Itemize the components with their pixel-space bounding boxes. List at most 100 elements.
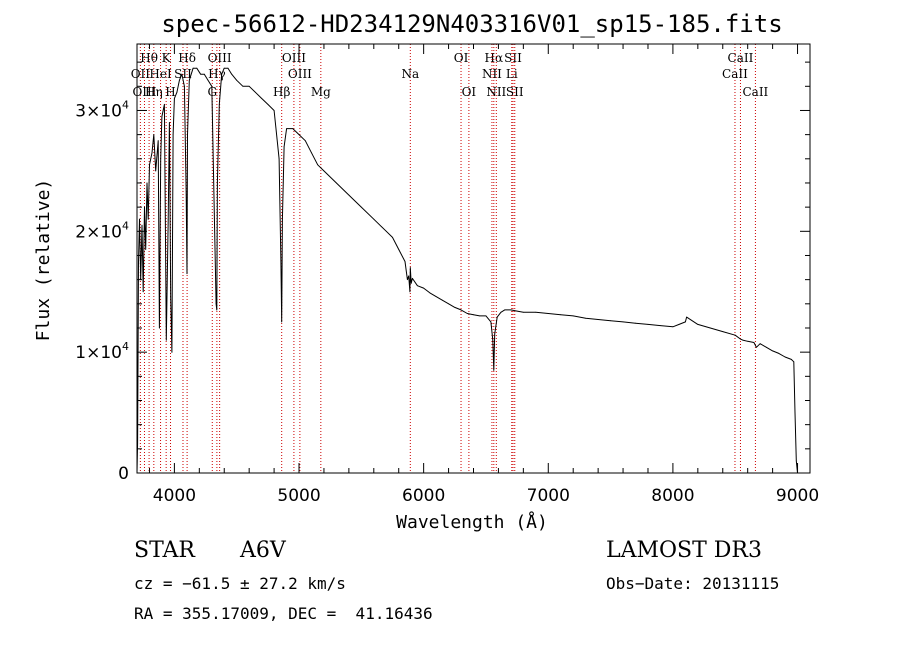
- data-point: [496, 316, 498, 318]
- data-point: [200, 73, 202, 75]
- data-point: [186, 273, 188, 274]
- data-point: [410, 282, 412, 284]
- data-point: [660, 325, 661, 326]
- spectrum-chart: spec-56612-HD234129N403316V01_sp15-185.f…: [33, 10, 819, 533]
- marker-label: Hη: [145, 85, 163, 99]
- data-point: [155, 170, 157, 172]
- data-point: [147, 218, 149, 220]
- data-point: [454, 307, 456, 308]
- redshift-cz: cz = −61.5 ± 27.2 km/s: [134, 574, 346, 593]
- data-point: [184, 85, 185, 87]
- data-point: [697, 324, 699, 325]
- data-point: [281, 321, 283, 323]
- data-point: [179, 79, 180, 81]
- marker-label: OIII: [282, 51, 306, 65]
- x-axis: 4000 5000 6000 7000 8000 9000: [148, 44, 819, 506]
- data-point: [409, 267, 411, 268]
- data-point: [572, 315, 574, 317]
- x-tick-label: 4000: [153, 486, 196, 506]
- data-point: [709, 327, 711, 329]
- data-point: [597, 319, 599, 320]
- data-point: [772, 350, 773, 352]
- marker-label: CaII: [728, 51, 754, 65]
- marker-label: Hα: [485, 51, 504, 65]
- x-tick-label: 6000: [402, 486, 445, 506]
- data-point: [734, 334, 736, 336]
- data-point: [317, 164, 319, 166]
- data-point: [778, 353, 780, 354]
- marker-label: SII: [504, 51, 522, 65]
- data-point: [622, 321, 624, 323]
- data-point: [610, 320, 611, 322]
- data-point: [466, 313, 468, 314]
- x-tick-label: 7000: [527, 486, 570, 506]
- data-point: [273, 110, 275, 111]
- data-point: [223, 67, 225, 69]
- data-point: [412, 278, 413, 279]
- data-point: [159, 327, 160, 329]
- data-point: [185, 194, 187, 196]
- observation-date: Obs−Date: 20131115: [606, 574, 780, 593]
- data-point: [153, 134, 155, 136]
- x-tick-label: 5000: [277, 486, 320, 506]
- data-point: [485, 315, 487, 317]
- data-point: [192, 67, 194, 69]
- data-point: [311, 152, 312, 154]
- y-axis-label: Flux (relative): [33, 179, 54, 342]
- data-point: [181, 73, 183, 75]
- data-point: [784, 356, 786, 358]
- data-point: [547, 313, 549, 314]
- data-point: [157, 140, 159, 142]
- data-point: [146, 182, 148, 184]
- data-point: [360, 206, 362, 208]
- y-tick-label: 0: [118, 464, 129, 484]
- data-point: [172, 134, 174, 136]
- object-type: STAR: [134, 538, 195, 563]
- data-point: [739, 338, 741, 340]
- data-point: [169, 122, 170, 123]
- marker-label: K: [162, 51, 172, 65]
- y-tick-label: 1×104: [75, 340, 129, 363]
- object-subclass: A6V: [240, 538, 286, 563]
- marker-label: NII: [486, 85, 506, 99]
- marker-label: Hδ: [178, 51, 196, 65]
- data-point: [336, 182, 337, 184]
- data-point: [298, 134, 300, 136]
- marker-label: OIII: [208, 51, 232, 65]
- marker-label: Hβ: [273, 85, 290, 99]
- data-point: [516, 310, 518, 312]
- marker-label: Hθ: [140, 51, 158, 65]
- y-tick-label: 3×104: [75, 98, 129, 121]
- data-point: [211, 85, 213, 87]
- survey-name: LAMOST DR3: [606, 538, 762, 563]
- data-point: [647, 324, 649, 325]
- marker-label: OI: [462, 85, 477, 99]
- data-point: [672, 326, 674, 328]
- data-point: [145, 249, 147, 250]
- data-point: [756, 346, 757, 348]
- data-point: [280, 261, 282, 262]
- y-tick-label: 2×104: [75, 219, 129, 242]
- data-point: [385, 230, 387, 232]
- data-point: [267, 104, 269, 105]
- data-point: [500, 311, 502, 313]
- data-point: [685, 321, 686, 323]
- data-point: [722, 331, 724, 332]
- data-point: [196, 67, 198, 69]
- data-point: [473, 314, 474, 316]
- data-point: [490, 321, 492, 323]
- x-tick-label: 9000: [776, 486, 819, 506]
- data-point: [213, 212, 215, 214]
- data-point: [138, 261, 139, 262]
- data-point: [188, 79, 190, 81]
- data-point: [141, 224, 143, 226]
- data-point: [494, 333, 496, 335]
- data-point: [151, 152, 153, 154]
- data-point: [242, 85, 244, 87]
- data-point: [286, 128, 287, 130]
- data-point: [423, 287, 424, 289]
- data-point: [441, 299, 443, 301]
- data-point: [460, 309, 462, 311]
- data-point: [255, 91, 256, 93]
- data-point: [323, 170, 325, 172]
